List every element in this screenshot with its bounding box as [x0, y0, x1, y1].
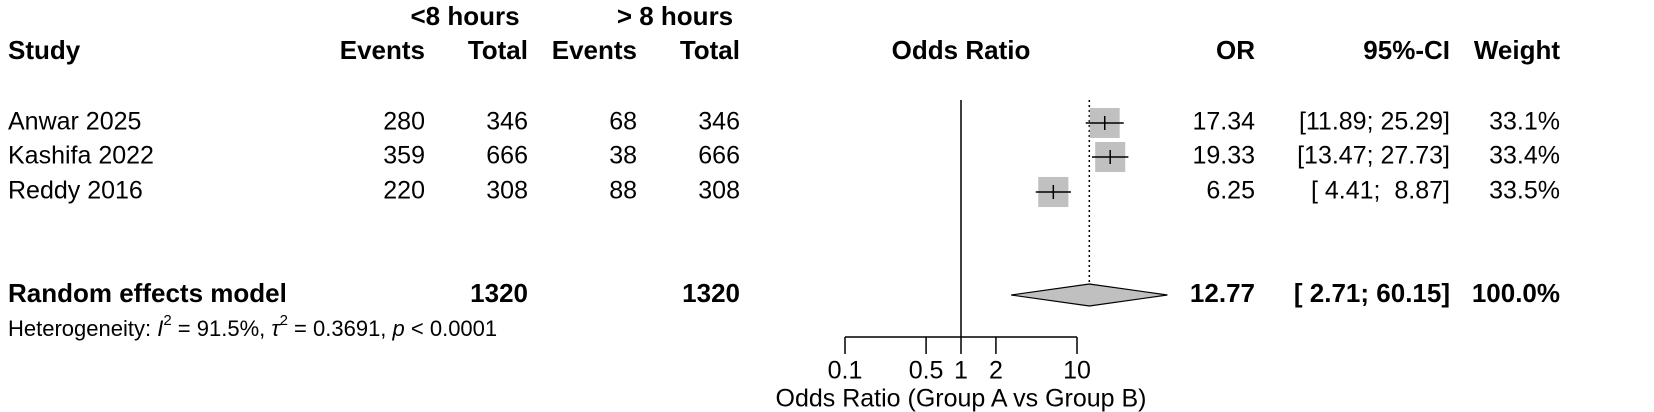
heterogeneity-part: τ — [271, 316, 281, 341]
column-header: 95%-CI — [1363, 35, 1450, 65]
column-header: Total — [468, 35, 528, 65]
ci-label: [13.47; 27.73] — [1297, 142, 1450, 170]
weight-label: 33.4% — [1489, 142, 1560, 170]
heterogeneity-part: < 0.0001 — [405, 316, 497, 341]
count-cell: 346 — [698, 108, 740, 136]
x-axis-label: Odds Ratio (Group A vs Group B) — [776, 385, 1147, 412]
count-cell: 68 — [609, 108, 637, 136]
column-header: Total — [680, 35, 740, 65]
column-header: Odds Ratio — [892, 35, 1031, 65]
pooled-ci: [ 2.71; 60.15] — [1294, 278, 1450, 308]
study-name: Kashifa 2022 — [8, 142, 154, 170]
x-tick-label: 10 — [1063, 357, 1091, 385]
heterogeneity-part: Heterogeneity: — [8, 316, 157, 341]
x-tick-label: 2 — [989, 357, 1003, 385]
heterogeneity-part: = 91.5%, — [172, 316, 272, 341]
study-name: Anwar 2025 — [8, 108, 141, 136]
column-header: Weight — [1474, 35, 1561, 65]
ci-label: [11.89; 25.29] — [1299, 108, 1450, 136]
count-cell: 88 — [609, 177, 637, 205]
pooled-or: 12.77 — [1190, 278, 1255, 308]
count-cell: 38 — [609, 142, 637, 170]
or-value: 6.25 — [1206, 177, 1255, 205]
ci-label: [ 4.41; 8.87] — [1311, 177, 1450, 205]
count-cell: 346 — [486, 108, 528, 136]
column-header: OR — [1216, 35, 1255, 65]
x-tick-label: 0.1 — [828, 357, 863, 385]
or-value: 17.34 — [1192, 108, 1255, 136]
pooled-label: Random effects model — [8, 278, 287, 308]
column-header: Events — [340, 35, 425, 65]
heterogeneity-part: I — [157, 316, 163, 341]
weight-label: 33.5% — [1489, 177, 1560, 205]
heterogeneity-part: = 0.3691, — [288, 316, 393, 341]
pooled-diamond — [1011, 283, 1168, 307]
heterogeneity: Heterogeneity: I2 = 91.5%, τ2 = 0.3691, … — [8, 312, 497, 340]
study-name: Reddy 2016 — [8, 177, 143, 205]
count-cell: 280 — [383, 108, 425, 136]
pooled-total: 1320 — [682, 278, 740, 308]
heterogeneity-part: p — [392, 316, 405, 341]
column-header: Events — [552, 35, 637, 65]
count-cell: 359 — [383, 142, 425, 170]
count-cell: 666 — [486, 142, 528, 170]
column-header: Study — [8, 35, 81, 65]
x-tick-label: 0.5 — [909, 357, 944, 385]
count-cell: 308 — [698, 177, 740, 205]
group-header: > 8 hours — [617, 1, 733, 31]
count-cell: 666 — [698, 142, 740, 170]
heterogeneity-part: 2 — [280, 312, 288, 329]
group-header: <8 hours — [410, 1, 519, 31]
heterogeneity-part: 2 — [163, 312, 171, 329]
count-cell: 308 — [486, 177, 528, 205]
count-cell: 220 — [383, 177, 425, 205]
pooled-weight: 100.0% — [1472, 278, 1560, 308]
x-tick-label: 1 — [954, 357, 968, 385]
pooled-total: 1320 — [470, 278, 528, 308]
or-value: 19.33 — [1192, 142, 1255, 170]
weight-label: 33.1% — [1489, 108, 1560, 136]
